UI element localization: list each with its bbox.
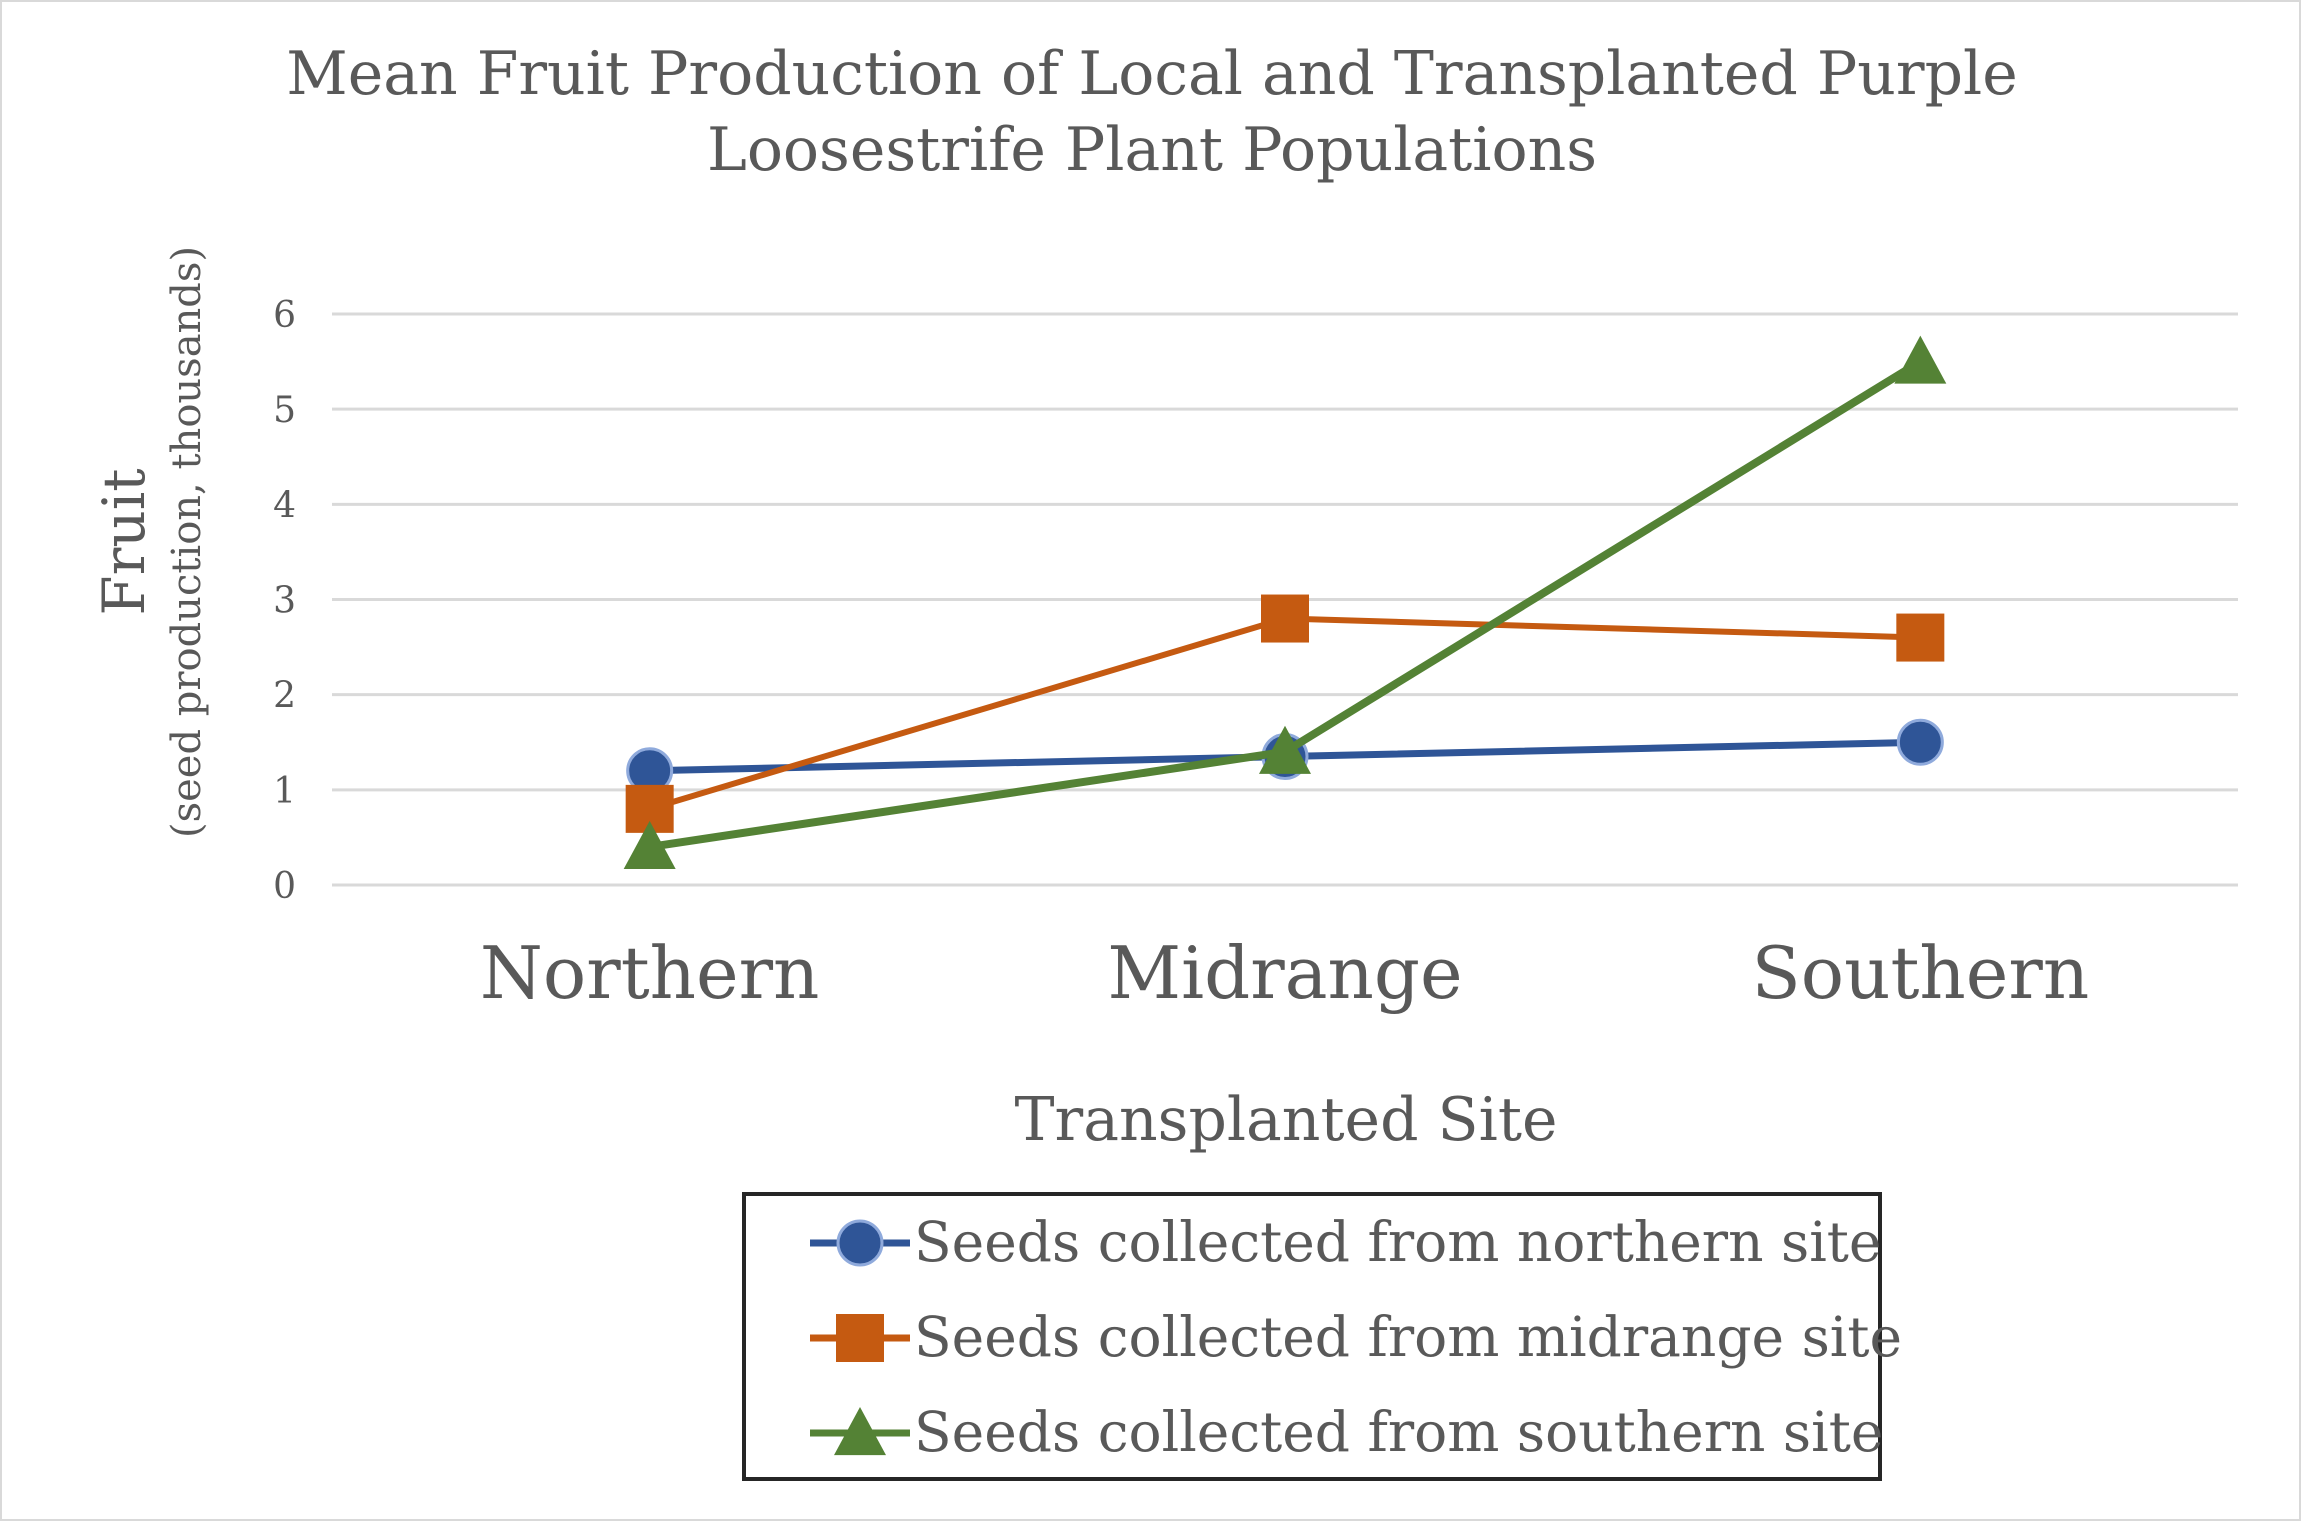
legend-label-2: Seeds collected from midrange site — [914, 1305, 1902, 1369]
y-tick-2: 2 — [273, 676, 296, 717]
y-tick-labels: 0 1 2 3 4 5 6 — [273, 295, 296, 907]
y-axis-label: Fruit — [90, 468, 158, 615]
series-3 — [623, 335, 1947, 870]
x-tick-southern: Southern — [1751, 931, 2089, 1015]
chart-title-line-1: Mean Fruit Production of Local and Trans… — [286, 39, 2017, 109]
y-tick-1: 1 — [273, 771, 296, 812]
legend-label-1: Seeds collected from northern site — [914, 1210, 1881, 1274]
series-3-point-southern — [1894, 335, 1947, 384]
x-tick-labels: Northern Midrange Southern — [480, 931, 2089, 1015]
y-axis-sublabel: (seed production, thousands) — [164, 246, 210, 838]
legend-marker-1 — [836, 1219, 884, 1267]
y-tick-4: 4 — [273, 485, 296, 526]
x-axis-label: Transplanted Site — [1015, 1085, 1558, 1155]
series-3-point-northern — [623, 820, 676, 870]
series-lines — [623, 335, 1947, 870]
legend: Seeds collected from northern site Seeds … — [810, 1210, 1902, 1464]
y-tick-3: 3 — [273, 581, 296, 622]
x-tick-midrange: Midrange — [1107, 931, 1462, 1015]
legend-entry-2: Seeds collected from midrange site — [810, 1305, 1902, 1369]
series-2 — [625, 594, 1945, 833]
series-3-point-midrange — [1259, 725, 1311, 774]
legend-label-3: Seeds collected from southern site — [914, 1400, 1883, 1464]
series-2-line — [648, 615, 1921, 812]
chart-title-line-2: Loosestrife Plant Populations — [707, 115, 1597, 185]
y-tick-0: 0 — [273, 866, 296, 907]
x-tick-northern: Northern — [480, 931, 819, 1015]
series-1-point-southern — [1896, 718, 1944, 766]
legend-entry-3: Seeds collected from southern site — [810, 1400, 1883, 1464]
legend-marker-3 — [834, 1407, 886, 1456]
legend-entry-1: Seeds collected from northern site — [810, 1210, 1881, 1274]
series-2-point-midrange — [1261, 594, 1309, 643]
series-2-point-southern — [1896, 613, 1945, 662]
y-tick-5: 5 — [273, 390, 296, 431]
legend-box — [742, 1192, 1882, 1481]
y-tick-6: 6 — [273, 295, 296, 336]
legend-marker-2 — [836, 1314, 884, 1362]
